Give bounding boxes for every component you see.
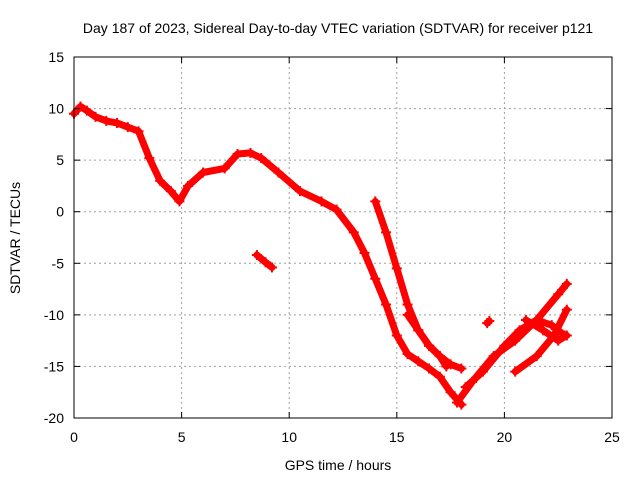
data-point (245, 147, 256, 158)
data-point (266, 262, 277, 273)
data-point (391, 330, 402, 341)
data-point (441, 361, 452, 372)
data-point (391, 263, 402, 274)
data-point (460, 382, 471, 393)
data-point (101, 115, 112, 126)
data-point (370, 273, 381, 284)
data-point (424, 340, 435, 351)
y-tick-label: -5 (52, 255, 65, 271)
data-point (219, 163, 230, 174)
data-point (413, 356, 424, 367)
data-point (456, 363, 467, 374)
data-point (232, 148, 243, 159)
data-point (348, 227, 359, 238)
data-point (499, 340, 510, 351)
data-point (359, 247, 370, 258)
data-point (434, 371, 445, 382)
data-point (112, 118, 123, 129)
tick-labels: 0 5 10 15 20 25 -20 -15 -10 -5 0 5 10 15 (44, 49, 620, 445)
data-point (413, 325, 424, 336)
data-point (424, 363, 435, 374)
data-point (294, 186, 305, 197)
data-point (484, 316, 495, 327)
data-point (482, 318, 493, 329)
data-point (260, 257, 271, 268)
x-tick-label: 0 (70, 429, 78, 445)
data-series (69, 101, 572, 410)
x-tick-label: 25 (604, 429, 620, 445)
data-point (514, 325, 525, 336)
data-point (561, 330, 572, 341)
data-point (434, 351, 445, 362)
series-main (70, 103, 465, 409)
y-tick-label: 0 (56, 204, 64, 220)
y-tick-label: 10 (48, 101, 64, 117)
x-tick-label: 5 (178, 429, 186, 445)
y-axis-label: SDTVAR / TECUs (7, 182, 23, 294)
data-point (510, 366, 521, 377)
data-point (174, 196, 185, 207)
data-point (316, 196, 327, 207)
plot-frame (73, 56, 613, 419)
chart-title: Day 187 of 2023, Sidereal Day-to-day VTE… (83, 20, 593, 36)
data-point (381, 299, 392, 310)
data-point (155, 175, 166, 186)
data-point (256, 153, 267, 164)
ticks (73, 56, 613, 419)
data-point (81, 105, 92, 116)
data-point (538, 325, 549, 336)
data-point (546, 320, 557, 331)
series-arc-6 (511, 306, 571, 376)
series-arc-7 (522, 316, 571, 345)
y-tick-label: -15 (44, 358, 64, 374)
data-point (90, 111, 101, 122)
x-tick-label: 10 (281, 429, 297, 445)
data-point (477, 366, 488, 377)
data-point (452, 397, 463, 408)
data-point (402, 349, 413, 360)
data-point (402, 309, 413, 320)
data-point (402, 299, 413, 310)
data-point (331, 204, 342, 215)
data-point (553, 335, 564, 346)
data-point (251, 250, 262, 261)
data-point (520, 315, 531, 326)
data-point (445, 387, 456, 398)
series-arc-2 (371, 197, 465, 372)
x-tick-label: 20 (497, 429, 513, 445)
data-point (370, 196, 381, 207)
data-point (561, 278, 572, 289)
data-point (133, 126, 144, 137)
data-point (122, 122, 133, 133)
data-point (273, 167, 284, 178)
x-axis-label: GPS time / hours (285, 457, 392, 473)
data-point (561, 304, 572, 315)
data-point (381, 227, 392, 238)
x-tick-label: 15 (389, 429, 405, 445)
y-tick-label: -20 (44, 410, 64, 426)
series-segment-isolated (253, 251, 276, 271)
y-tick-label: 15 (48, 49, 64, 65)
data-point (531, 351, 542, 362)
y-tick-label: -10 (44, 307, 64, 323)
y-tick-label: 5 (56, 152, 64, 168)
data-point (198, 167, 209, 178)
data-point (183, 180, 194, 191)
data-point (75, 101, 86, 112)
grid (74, 57, 612, 418)
data-point (165, 186, 176, 197)
data-point (144, 153, 155, 164)
data-point (553, 289, 564, 300)
